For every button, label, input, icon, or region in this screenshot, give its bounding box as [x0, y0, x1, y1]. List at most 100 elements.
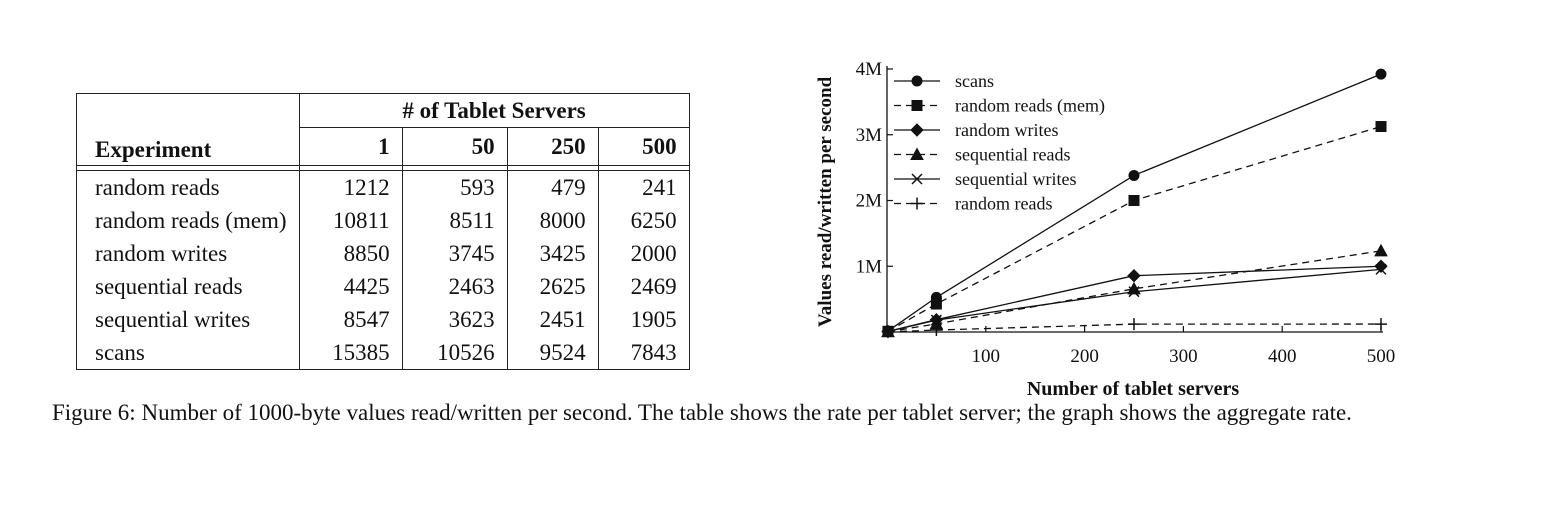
caption-text: Number of 1000-byte values read/written … [141, 400, 1352, 425]
row-label: random reads (mem) [76, 203, 300, 237]
data-point [1128, 169, 1140, 181]
table-row: random writes 8850 3745 3425 2000 [76, 236, 690, 270]
legend-label: random writes [955, 120, 1058, 140]
x-tick-label: 200 [1070, 346, 1099, 367]
column-header: 50 [401, 127, 508, 166]
table-cell: 15385 [298, 335, 403, 370]
table-cell: 479 [506, 170, 599, 204]
series-4 [882, 263, 1387, 337]
data-point [910, 123, 924, 137]
legend-item: random reads [894, 194, 1052, 214]
series-line [887, 125, 1382, 332]
table-row: sequential writes 8547 3623 2451 1905 [76, 302, 690, 336]
table-cell: 593 [401, 170, 508, 204]
legend-label: sequential reads [955, 145, 1070, 165]
data-point [1128, 286, 1140, 298]
table-cell: 8850 [298, 236, 403, 270]
data-point [930, 298, 942, 310]
table-cell: 8000 [506, 203, 599, 237]
y-tick-label: 1M [856, 256, 883, 277]
table-cell: 3745 [401, 236, 508, 270]
table-row: random reads 1212 593 479 241 [76, 170, 690, 204]
chart-series [881, 68, 1388, 339]
table-cell: 10526 [401, 335, 508, 370]
table-cell: 10811 [298, 203, 403, 237]
data-point [911, 75, 923, 87]
legend-item: random reads (mem) [894, 96, 1105, 117]
table-cell: 9524 [506, 335, 599, 370]
table-cell: 241 [597, 170, 690, 204]
experiment-header: Experiment [76, 127, 300, 166]
column-header: 1 [298, 127, 403, 166]
series-line [887, 73, 1382, 332]
column-header: 250 [506, 127, 599, 166]
series-line [887, 323, 1382, 333]
table-cell: 3623 [401, 302, 508, 336]
table-cell: 8547 [298, 302, 403, 336]
legend-item: random writes [894, 120, 1058, 140]
row-label: sequential writes [76, 302, 300, 336]
data-point [911, 100, 923, 111]
y-axis-label: Values read/written per second [815, 76, 836, 327]
data-point [1375, 68, 1387, 80]
row-label: scans [76, 335, 300, 370]
legend-item: scans [894, 71, 994, 91]
data-point [1375, 263, 1387, 275]
group-header: # of Tablet Servers [298, 93, 690, 128]
table-cell: 2625 [506, 269, 599, 303]
chart-legend: scans random reads (mem) random writes sequ… [894, 71, 1105, 214]
row-label: random writes [76, 236, 300, 270]
data-point [1128, 318, 1140, 331]
table-cell: 2463 [401, 269, 508, 303]
table-row: random reads (mem) 10811 8511 8000 6250 [76, 203, 690, 237]
data-point [930, 324, 943, 337]
x-axis-label: Number of tablet servers [1027, 378, 1240, 400]
legend-item: sequential reads [894, 145, 1070, 165]
data-point [1128, 195, 1140, 206]
column-header: 500 [597, 127, 690, 166]
x-tick-label: 400 [1268, 346, 1297, 367]
x-tick-label: 100 [972, 346, 1001, 367]
table-body: random reads 1212 593 479 241 random reads (m… [76, 170, 690, 370]
data-point [930, 314, 942, 326]
series-5 [881, 318, 1387, 338]
table-cell: 2000 [597, 236, 690, 270]
table-cell: 2469 [597, 269, 690, 303]
row-label: random reads [76, 170, 300, 204]
table-row: sequential reads 4425 2463 2625 2469 [76, 269, 690, 303]
figure-label: Figure 6: [52, 400, 136, 425]
figure-caption: Figure 6: Number of 1000-byte values rea… [52, 396, 1492, 429]
table-corner [76, 93, 300, 128]
data-point [881, 325, 894, 338]
table-row: scans 15385 10526 9524 7843 [76, 335, 690, 370]
legend-item: sequential writes [894, 169, 1076, 189]
data-point [1374, 259, 1388, 273]
legend-label: random reads (mem) [955, 96, 1105, 117]
table-cell: 2451 [506, 302, 599, 336]
x-tick-label: 300 [1169, 346, 1198, 367]
table-cell: 4425 [298, 269, 403, 303]
legend-label: scans [955, 71, 994, 91]
table-cell: 7843 [597, 335, 690, 370]
legend-label: sequential writes [955, 169, 1076, 189]
results-table: # of Tablet Servers Experiment 1 50 250 … [76, 93, 690, 370]
chart-axes: 100 200 300 400 500 1M 2M 3M 4M [856, 59, 1396, 367]
y-tick-label: 2M [856, 191, 883, 212]
data-point [1375, 318, 1387, 331]
data-point [911, 173, 923, 185]
data-point [910, 147, 924, 160]
data-point [1127, 268, 1141, 283]
x-tick-label: 500 [1367, 346, 1396, 367]
data-point [911, 197, 923, 210]
table-cell: 8511 [401, 203, 508, 237]
legend-label: random reads [955, 194, 1052, 214]
y-tick-label: 4M [856, 59, 883, 80]
table-cell: 6250 [597, 203, 690, 237]
data-point [1374, 243, 1388, 257]
table-cell: 3425 [506, 236, 599, 270]
y-tick-label: 3M [856, 125, 883, 146]
row-label: sequential reads [76, 269, 300, 303]
table-cell: 1212 [298, 170, 403, 204]
table-cell: 1905 [597, 302, 690, 336]
